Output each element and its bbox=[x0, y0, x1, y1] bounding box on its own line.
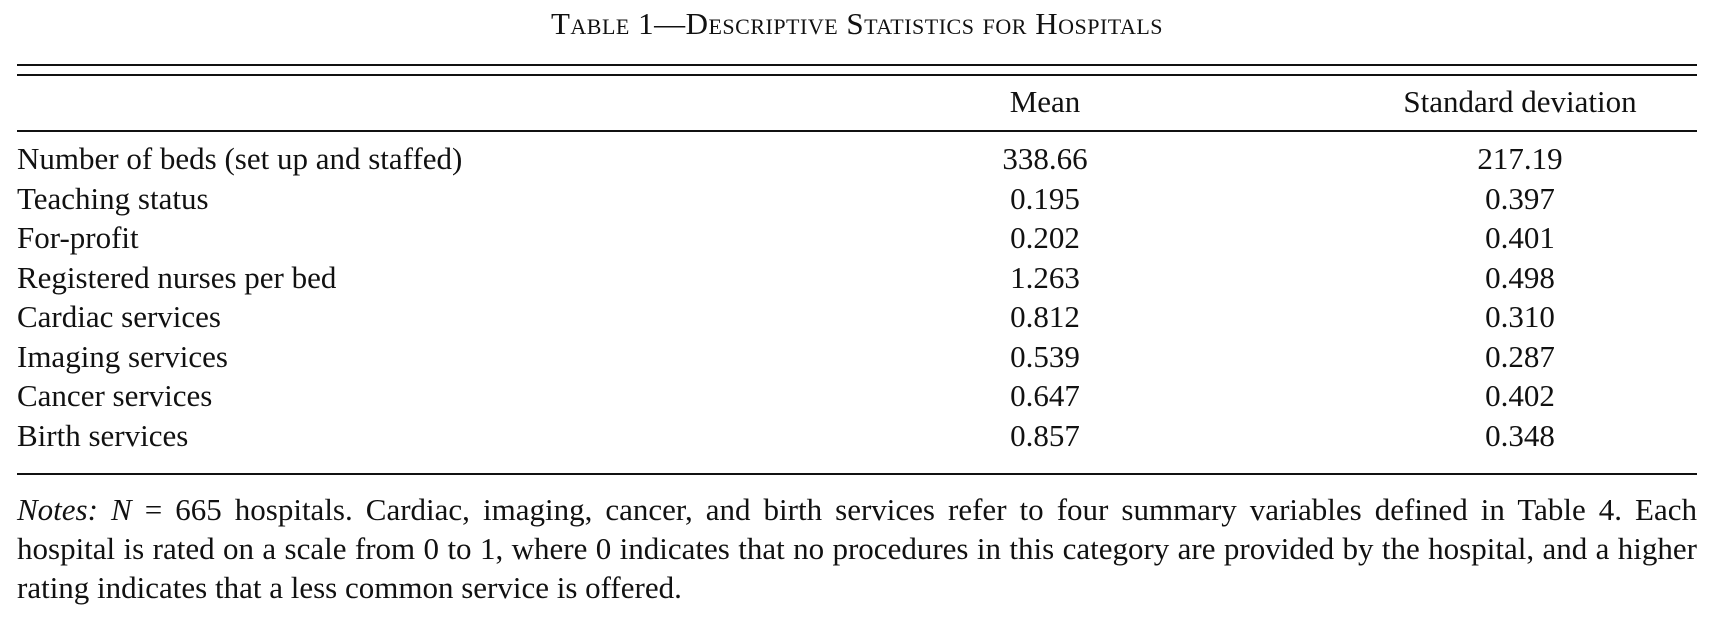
table-row: Imaging services 0.539 0.287 bbox=[17, 337, 1697, 377]
row-sd: 0.401 bbox=[1485, 220, 1555, 255]
row-label: Teaching status bbox=[17, 180, 209, 216]
row-label: Cancer services bbox=[17, 378, 213, 413]
top-rule-1 bbox=[17, 64, 1697, 66]
row-mean: 0.539 bbox=[1010, 338, 1080, 374]
table-notes: Notes: N = 665 hospitals. Cardiac, imagi… bbox=[17, 490, 1697, 607]
table-title: Table 1—Descriptive Statistics for Hospi… bbox=[550, 6, 1164, 41]
row-mean: 1.263 bbox=[1010, 259, 1080, 295]
row-mean: 0.202 bbox=[1010, 220, 1080, 255]
row-mean: 0.812 bbox=[1010, 299, 1080, 334]
row-sd: 217.19 bbox=[1477, 141, 1563, 176]
header-rule bbox=[17, 130, 1697, 132]
table-row: Registered nurses per bed 1.263 0.498 bbox=[17, 258, 1697, 298]
bottom-rule bbox=[17, 473, 1697, 475]
notes-n-variable: N bbox=[110, 492, 132, 527]
table-row: Cardiac services 0.812 0.310 bbox=[17, 297, 1697, 337]
column-header-mean: Mean bbox=[1009, 84, 1081, 119]
table-row: Teaching status 0.195 0.397 bbox=[17, 179, 1697, 219]
row-sd: 0.287 bbox=[1485, 338, 1555, 374]
row-mean: 0.857 bbox=[1010, 417, 1080, 453]
table-row: Number of beds (set up and staffed) 338.… bbox=[17, 139, 1697, 179]
row-mean: 0.195 bbox=[1010, 180, 1080, 216]
row-label: Imaging services bbox=[17, 338, 228, 374]
notes-text: = 665 hospitals. Cardiac, imaging, cance… bbox=[17, 492, 1698, 605]
row-sd: 0.402 bbox=[1485, 378, 1555, 413]
row-label: Number of beds (set up and staffed) bbox=[17, 141, 463, 176]
table-row: Birth services 0.857 0.348 bbox=[17, 416, 1697, 456]
row-sd: 0.310 bbox=[1485, 299, 1555, 334]
row-mean: 0.647 bbox=[1010, 378, 1080, 413]
row-sd: 0.397 bbox=[1485, 180, 1555, 216]
row-mean: 338.66 bbox=[1002, 141, 1088, 176]
column-header-sd: Standard deviation bbox=[1403, 84, 1637, 119]
row-sd: 0.498 bbox=[1485, 259, 1555, 295]
table-body: Number of beds (set up and staffed) 338.… bbox=[17, 139, 1697, 455]
row-label: For-profit bbox=[17, 220, 139, 255]
table-row: For-profit 0.202 0.401 bbox=[17, 218, 1697, 258]
table-row: Cancer services 0.647 0.402 bbox=[17, 376, 1697, 416]
row-label: Cardiac services bbox=[17, 299, 221, 334]
row-label: Registered nurses per bed bbox=[17, 259, 337, 295]
notes-label: Notes: bbox=[17, 492, 98, 527]
row-sd: 0.348 bbox=[1485, 417, 1555, 453]
top-rule-2 bbox=[17, 74, 1697, 76]
row-label: Birth services bbox=[17, 417, 189, 453]
